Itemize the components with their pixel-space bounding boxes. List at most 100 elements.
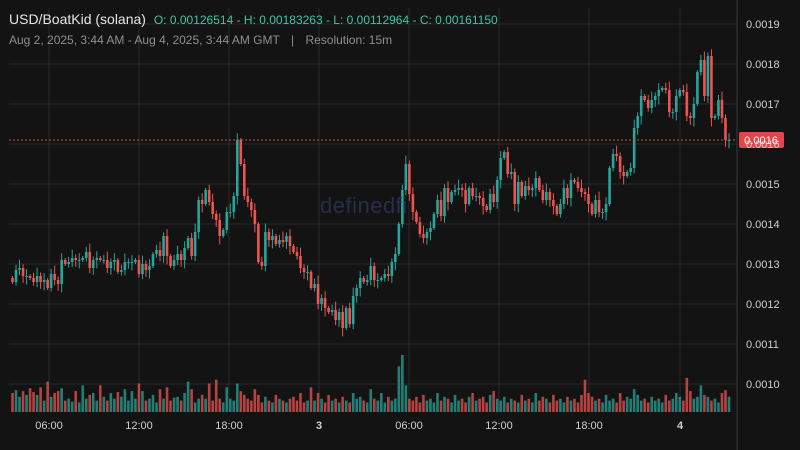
candle-body — [724, 118, 727, 140]
volume-bar — [271, 402, 274, 412]
volume-bar — [713, 398, 717, 412]
x-tick-label: 06:00 — [395, 420, 423, 432]
candle-body — [615, 154, 618, 156]
volume-bar — [67, 398, 70, 412]
volume-bar — [25, 394, 28, 412]
candle-body — [337, 312, 341, 320]
candle-body — [401, 190, 404, 224]
candle-body — [429, 228, 432, 232]
candle-body — [667, 90, 671, 112]
volume-bar — [151, 394, 155, 412]
candle-body — [32, 278, 35, 282]
candle-body — [699, 60, 703, 72]
candle-body — [657, 90, 661, 96]
candle-body — [611, 154, 615, 168]
volume-bar — [274, 394, 278, 412]
volume-bar — [211, 400, 214, 412]
volume-bar — [267, 400, 271, 412]
volume-bar — [60, 388, 63, 412]
candle-body — [559, 204, 562, 214]
volume-bar — [555, 400, 559, 412]
y-tick-label: 0.0011 — [746, 339, 779, 351]
volume-bar — [11, 393, 14, 412]
volume-bar — [63, 400, 67, 412]
volume-bar — [569, 400, 573, 412]
candle-body — [56, 280, 60, 284]
volume-bar — [516, 402, 520, 412]
candle-body — [214, 214, 218, 220]
volume-bar — [179, 400, 183, 412]
volume-bar — [682, 400, 685, 412]
volume-bar — [91, 393, 95, 412]
volume-bar — [710, 400, 713, 412]
candle-body — [474, 196, 478, 197]
candle-body — [369, 266, 373, 280]
volume-bar — [351, 393, 355, 412]
candle-body — [520, 182, 524, 196]
candle-body — [239, 140, 243, 164]
candle-body — [35, 276, 39, 282]
last-price-badge — [739, 132, 784, 148]
volume-bar — [200, 394, 204, 412]
candle-body — [643, 96, 647, 100]
candle-body — [46, 280, 49, 288]
volume-bar — [235, 383, 239, 412]
volume-bar — [141, 391, 144, 412]
volume-bar — [562, 402, 566, 412]
candle-body — [42, 280, 46, 282]
candle-body — [155, 250, 158, 254]
candle-body — [717, 100, 720, 116]
volume-bar — [116, 392, 120, 412]
volume-bar — [587, 393, 590, 412]
volume-bar — [225, 387, 229, 412]
candle-body — [397, 224, 401, 254]
volume-bar — [376, 400, 380, 412]
candle-body — [601, 212, 604, 213]
x-tick-label: 4 — [677, 420, 684, 432]
volume-bar — [334, 398, 337, 412]
candle-body — [415, 212, 418, 222]
candle-body — [70, 258, 74, 262]
volume-bar — [538, 400, 541, 412]
candle-body — [309, 272, 313, 288]
volume-bar — [369, 389, 373, 412]
volume-bar — [84, 398, 88, 412]
candle-body — [516, 182, 520, 204]
candle-body — [292, 246, 295, 252]
volume-bar — [653, 400, 657, 412]
candle-body — [313, 284, 316, 288]
volume-bar — [35, 394, 39, 412]
candle-body — [88, 252, 92, 268]
candle-body — [176, 254, 179, 260]
volume-bar — [597, 398, 601, 412]
volume-bar — [559, 398, 562, 412]
volume-bar — [636, 394, 639, 412]
volume-bar — [415, 396, 418, 412]
candle-body — [495, 180, 499, 202]
volume-bar — [344, 400, 348, 412]
volume-bar — [341, 396, 344, 412]
volume-bar — [81, 385, 85, 412]
candle-body — [362, 278, 366, 282]
candle-body — [271, 236, 274, 240]
candle-body — [422, 234, 425, 238]
candle-body — [207, 190, 211, 202]
volume-bar — [218, 398, 222, 412]
candle-body — [660, 88, 664, 90]
volume-bar — [56, 391, 60, 412]
candle-body — [334, 310, 337, 320]
volume-bar — [106, 400, 109, 412]
candle-body — [597, 200, 601, 212]
volume-bar — [425, 400, 429, 412]
volume-bar — [622, 400, 625, 412]
candle-body — [513, 172, 517, 204]
y-tick-label: 0.0013 — [746, 259, 780, 271]
candle-body — [436, 200, 439, 214]
candle-body — [253, 210, 257, 224]
volume-bar — [534, 393, 538, 412]
candle-body — [77, 260, 81, 261]
volume-bar — [77, 402, 81, 412]
volume-bar — [727, 396, 731, 412]
candle-body — [109, 262, 113, 268]
